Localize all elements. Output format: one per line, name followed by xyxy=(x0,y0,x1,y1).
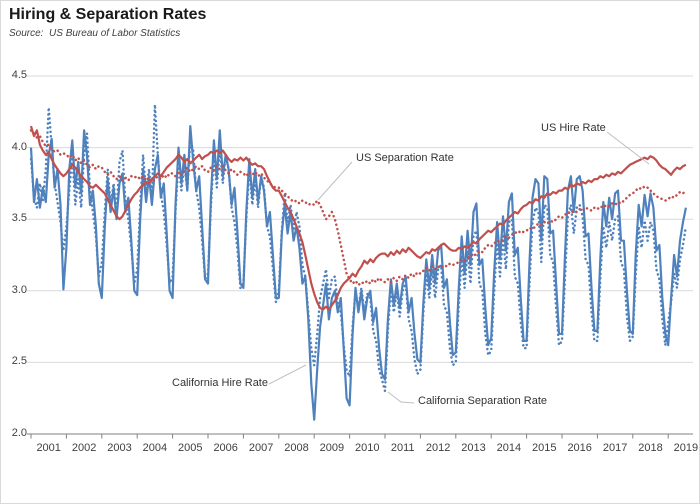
series-california-separation-rate xyxy=(29,103,688,393)
series-us-hire-rate xyxy=(29,125,687,311)
y-axis-label: 4.0 xyxy=(11,140,27,153)
y-axis-label: 2.0 xyxy=(11,427,27,439)
x-axis-label: 2015 xyxy=(532,442,557,454)
x-axis-label: 2016 xyxy=(567,442,592,454)
x-axis-label: 2017 xyxy=(602,442,628,454)
x-axis-label: 2003 xyxy=(107,442,132,454)
x-axis-label: 2018 xyxy=(638,442,663,454)
x-axis-label: 2013 xyxy=(461,442,486,454)
x-axis-label: 2012 xyxy=(425,442,451,454)
chart-title: Hiring & Separation Rates xyxy=(9,6,207,23)
y-axis-label: 3.0 xyxy=(11,283,27,296)
annotation-leader-line xyxy=(387,391,415,404)
x-axis-label: 2009 xyxy=(319,442,345,454)
annotation-california-hire-rate: California Hire Rate xyxy=(172,377,268,389)
annotation-california-separation-rate: California Separation Rate xyxy=(418,395,548,407)
chart-source: Source: US Bureau of Labor Statistics xyxy=(9,28,181,39)
annotation-us-separation-rate: US Separation Rate xyxy=(356,152,454,164)
x-axis-label: 2008 xyxy=(284,442,309,454)
y-axis-label: 3.5 xyxy=(11,212,27,225)
x-axis-label: 2002 xyxy=(71,442,97,454)
series-us-separation-rate xyxy=(29,129,688,287)
annotation-leader-line xyxy=(317,161,353,201)
x-axis-label: 2014 xyxy=(496,442,522,454)
y-axis-label: 4.5 xyxy=(11,69,27,81)
annotation-leader-line xyxy=(606,131,650,165)
x-axis-label: 2001 xyxy=(36,442,61,454)
x-axis-label: 2005 xyxy=(178,442,203,454)
annotation-leader-line xyxy=(268,364,307,385)
x-axis-label: 2006 xyxy=(213,442,238,454)
x-axis-label: 2010 xyxy=(355,442,380,454)
x-axis-label: 2004 xyxy=(142,442,168,454)
annotation-us-hire-rate: US Hire Rate xyxy=(541,122,606,134)
x-axis-label: 2019 xyxy=(673,442,699,454)
x-axis-label: 2007 xyxy=(248,442,274,454)
x-axis-label: 2011 xyxy=(390,442,415,454)
y-axis-label: 2.5 xyxy=(11,355,27,368)
